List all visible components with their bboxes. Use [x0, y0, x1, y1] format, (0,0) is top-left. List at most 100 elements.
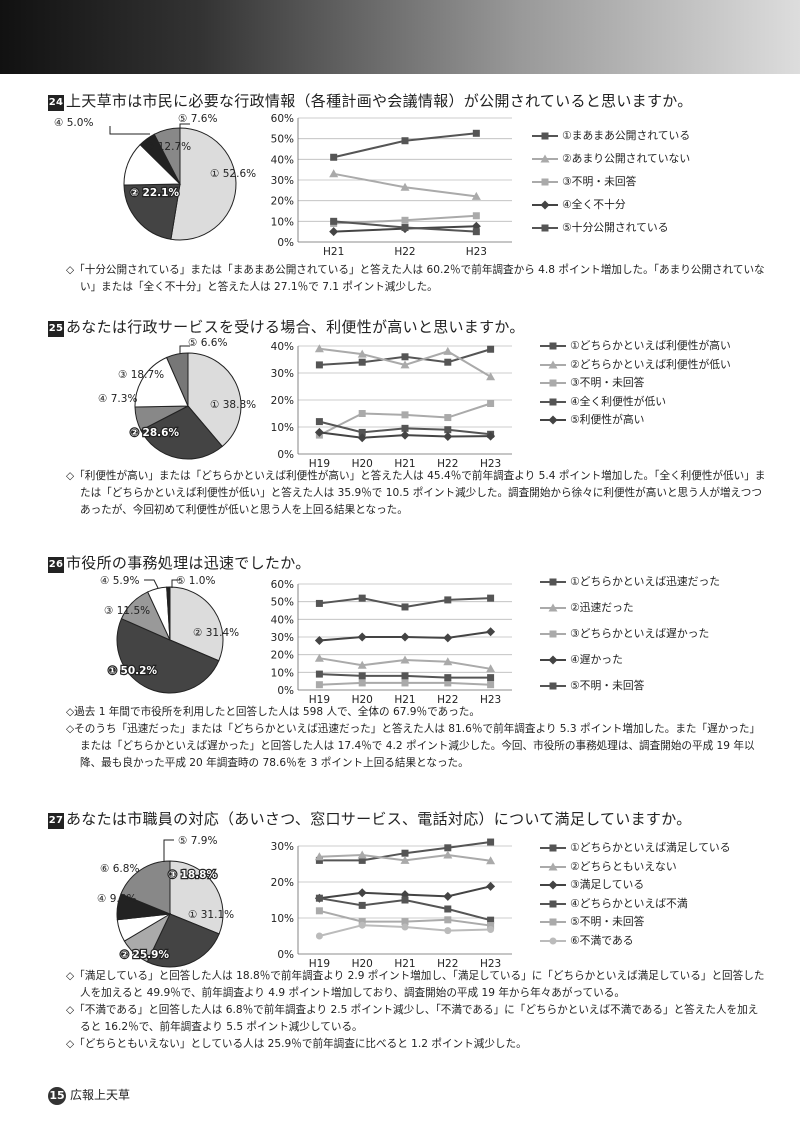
x-tick-label: H20: [352, 958, 373, 970]
pie-label: ⑥ 6.8%: [100, 863, 139, 875]
data-point: [487, 674, 495, 682]
line-chart-q27: 0% 10% 20% 30% H19 H20 H21 H22 H23: [271, 838, 512, 970]
legend-item: ②迅速だった: [540, 600, 634, 616]
legend-swatch-icon: [532, 178, 558, 186]
data-point: [401, 672, 409, 680]
data-point: [315, 894, 323, 902]
publication-title: 広報上天草: [70, 1088, 131, 1102]
page-footer: 15 広報上天草: [48, 1086, 130, 1105]
pie-slice: [123, 183, 181, 240]
y-tick-label: 30%: [271, 175, 294, 187]
data-point: [401, 424, 409, 432]
legend-swatch-icon: [540, 603, 566, 612]
leader-line: [179, 123, 190, 132]
pie-label: ② 31.4%: [193, 627, 239, 639]
pie-label: ④ 9.4%: [97, 893, 136, 905]
pie-slice: [187, 352, 242, 448]
x-tick-label: H23: [480, 458, 501, 470]
question-text: 市役所の事務処理は迅速でしたか。: [66, 554, 311, 572]
legend-item: ①どちらかといえば満足している: [540, 840, 731, 856]
legend-swatch-icon: [540, 880, 566, 890]
data-point: [357, 888, 367, 898]
legend-swatch-icon: [540, 342, 566, 350]
legend-swatch-icon: [532, 200, 558, 210]
legend-item: ②どちらともいえない: [540, 859, 677, 875]
data-point: [444, 414, 452, 422]
y-tick-label: 10%: [271, 913, 294, 925]
pie-slice: [116, 617, 220, 694]
leader-line: [109, 126, 150, 135]
y-tick-label: 60%: [271, 113, 294, 125]
pie-slice: [170, 127, 237, 241]
data-point: [401, 923, 409, 931]
data-point: [358, 918, 366, 926]
x-tick-label: H21: [323, 246, 344, 258]
pie-label: ② 22.1%: [130, 187, 179, 199]
data-point: [444, 596, 452, 604]
legend-marker: [549, 918, 557, 926]
data-point: [315, 681, 323, 689]
data-point: [330, 153, 338, 161]
pie-label: ① 31.1%: [188, 909, 234, 921]
data-point: [486, 431, 496, 441]
legend-label: ⑤不明・未回答: [570, 679, 645, 692]
legend-swatch-icon: [540, 918, 566, 926]
page-number: 15: [48, 1087, 66, 1105]
y-tick-label: 10%: [271, 667, 294, 679]
leader-line: [163, 839, 174, 862]
legend-label: ⑤利便性が高い: [570, 413, 645, 426]
data-point: [443, 633, 453, 643]
data-point: [357, 660, 367, 669]
data-point: [314, 427, 324, 437]
x-tick-label: H20: [352, 694, 373, 706]
y-tick-label: 20%: [271, 395, 294, 407]
data-point: [315, 856, 323, 864]
data-point: [487, 838, 495, 846]
y-tick-label: 50%: [271, 597, 294, 609]
pie-chart-q24: ① 52.6% ② 22.1% ③ 12.7% ④ 5.0% ⑤ 7.6%: [54, 113, 256, 241]
legend-item: ⑤利便性が高い: [540, 412, 644, 428]
legend-swatch-icon: [540, 844, 566, 852]
data-point: [443, 657, 453, 666]
note-text: ◇「満足している」と回答した人は 18.8％で前年調査より 2.9 ポイント増加…: [66, 970, 765, 999]
data-point: [487, 594, 495, 602]
data-point: [315, 907, 323, 915]
data-point: [358, 856, 366, 864]
y-tick-label: 20%: [271, 196, 294, 208]
data-point: [472, 129, 480, 137]
question-text: あなたは市職員の対応（あいさつ、窓口サービス、電話対応）について満足していますか…: [66, 810, 692, 828]
pie-label: ③ 11.5%: [104, 605, 150, 617]
legend-swatch-icon: [532, 224, 558, 232]
data-point: [401, 849, 409, 857]
pie-label: ② 25.9%: [120, 949, 169, 961]
x-tick-label: H22: [437, 458, 458, 470]
note-text: ◇過去 1 年間で市役所を利用したと回答した人は 598 人で、全体の 67.9…: [66, 706, 480, 718]
data-point: [400, 855, 410, 864]
pie-slice: [140, 405, 223, 460]
data-point: [401, 216, 409, 224]
legend-label: ③不明・未回答: [570, 376, 645, 389]
legend-marker: [548, 880, 558, 890]
x-tick-label: H22: [394, 246, 415, 258]
data-point: [444, 905, 452, 913]
data-point: [357, 433, 367, 443]
pie-label: ④ 5.9%: [100, 575, 139, 587]
line-chart-q25: 0% 10% 20% 30% 40% H19 H20 H21 H22 H23: [271, 341, 512, 470]
legend-marker: [549, 682, 557, 690]
question-title-26: 26 市役所の事務処理は迅速でしたか。: [48, 552, 311, 573]
question-number: 24: [48, 95, 64, 111]
pie-label: ⑤ 6.6%: [188, 337, 227, 349]
pie-slice: [169, 586, 224, 662]
note-text: ◇そのうち「迅速だった」または「どちらかといえば迅速だった」と答えた人は 81.…: [66, 723, 761, 769]
legend-label: ②どちらともいえない: [570, 859, 677, 873]
x-tick-label: H19: [309, 694, 330, 706]
legend-item: ④遅かった: [540, 652, 623, 668]
legend-item: ④どちらかといえば不満: [540, 896, 688, 912]
data-point: [487, 400, 495, 408]
data-point: [444, 674, 452, 682]
legend-marker: [549, 398, 557, 405]
x-tick-label: H20: [352, 458, 373, 470]
data-point: [357, 632, 367, 642]
pie-slice: [120, 860, 171, 915]
data-point: [358, 679, 366, 687]
